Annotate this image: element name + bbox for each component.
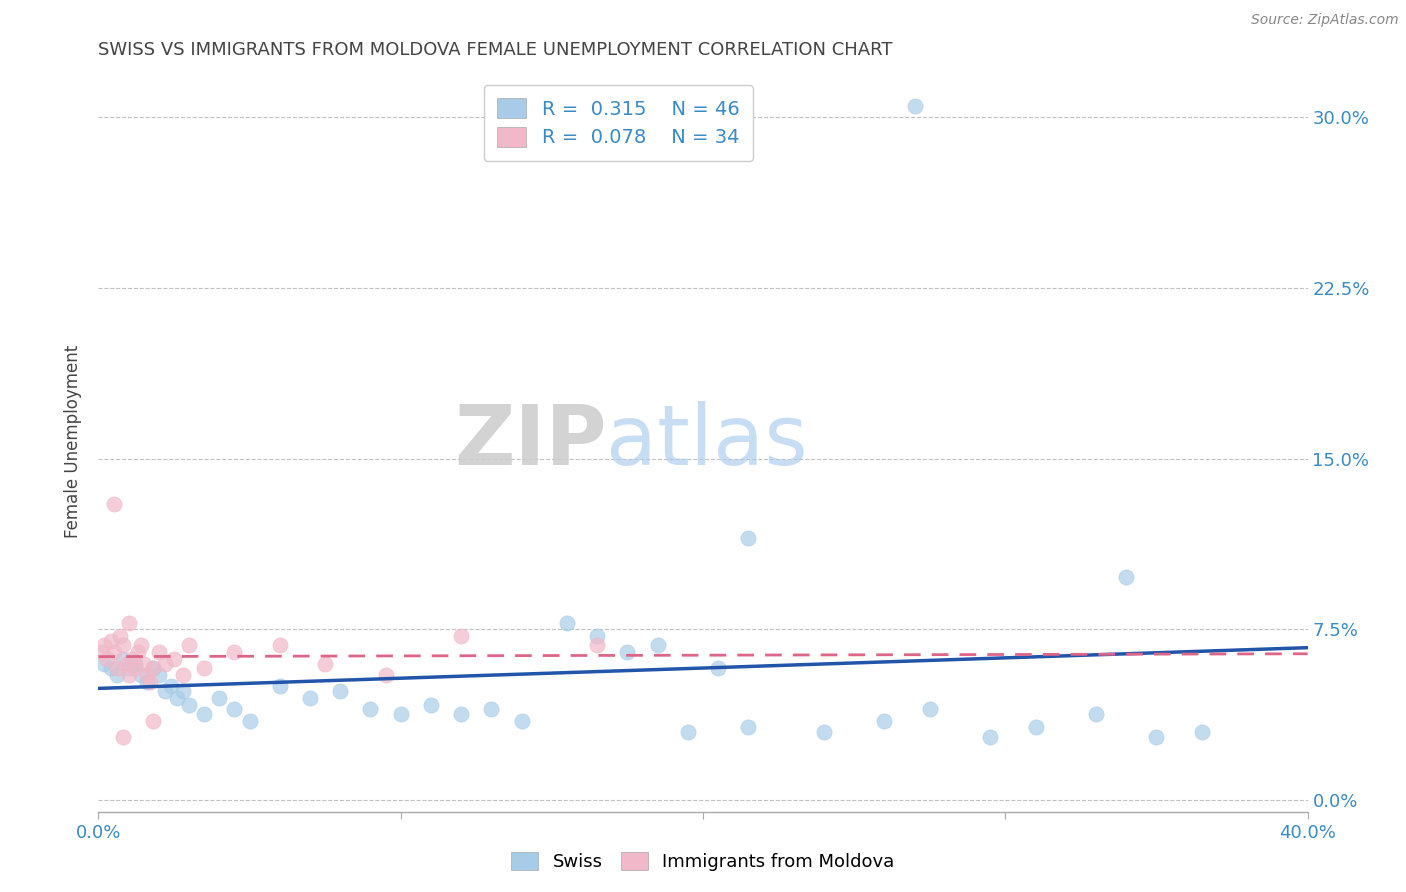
Point	[105, 661, 128, 675]
Legend: R =  0.315    N = 46, R =  0.078    N = 34: R = 0.315 N = 46, R = 0.078 N = 34	[484, 85, 754, 161]
Point	[90, 645, 112, 659]
Point	[299, 690, 322, 705]
Point	[616, 645, 638, 659]
Point	[172, 668, 194, 682]
Point	[269, 680, 291, 694]
Point	[676, 725, 699, 739]
Point	[269, 639, 291, 653]
Point	[118, 668, 141, 682]
Point	[481, 702, 503, 716]
Point	[100, 633, 122, 648]
Point	[163, 652, 186, 666]
Point	[450, 706, 472, 721]
Point	[111, 652, 134, 666]
Point	[813, 725, 835, 739]
Point	[103, 645, 125, 659]
Point	[108, 629, 131, 643]
Y-axis label: Female Unemployment: Female Unemployment	[65, 345, 83, 538]
Text: atlas: atlas	[606, 401, 808, 482]
Point	[153, 684, 176, 698]
Point	[111, 730, 134, 744]
Point	[707, 661, 730, 675]
Point	[166, 690, 188, 705]
Point	[127, 645, 149, 659]
Point	[93, 657, 115, 671]
Point	[224, 645, 246, 659]
Point	[510, 714, 533, 728]
Point	[129, 639, 152, 653]
Point	[142, 661, 165, 675]
Point	[904, 98, 927, 112]
Point	[979, 730, 1001, 744]
Point	[100, 661, 122, 675]
Point	[139, 674, 162, 689]
Point	[555, 615, 578, 630]
Point	[148, 645, 170, 659]
Point	[420, 698, 443, 712]
Point	[1191, 725, 1213, 739]
Point	[224, 702, 246, 716]
Point	[374, 668, 396, 682]
Point	[129, 668, 152, 682]
Point	[193, 706, 215, 721]
Point	[360, 702, 382, 716]
Point	[389, 706, 412, 721]
Point	[118, 661, 141, 675]
Point	[647, 639, 669, 653]
Point	[179, 698, 201, 712]
Point	[96, 652, 118, 666]
Point	[172, 684, 194, 698]
Point	[586, 629, 609, 643]
Text: Source: ZipAtlas.com: Source: ZipAtlas.com	[1251, 13, 1399, 28]
Text: SWISS VS IMMIGRANTS FROM MOLDOVA FEMALE UNEMPLOYMENT CORRELATION CHART: SWISS VS IMMIGRANTS FROM MOLDOVA FEMALE …	[98, 41, 893, 59]
Point	[114, 657, 136, 671]
Point	[103, 497, 125, 511]
Point	[873, 714, 896, 728]
Point	[132, 657, 155, 671]
Point	[124, 661, 146, 675]
Point	[208, 690, 231, 705]
Point	[142, 661, 165, 675]
Point	[121, 652, 143, 666]
Point	[586, 639, 609, 653]
Legend: Swiss, Immigrants from Moldova: Swiss, Immigrants from Moldova	[505, 845, 901, 879]
Point	[153, 657, 176, 671]
Point	[111, 639, 134, 653]
Point	[314, 657, 336, 671]
Point	[148, 668, 170, 682]
Point	[1085, 706, 1108, 721]
Point	[737, 721, 759, 735]
Text: ZIP: ZIP	[454, 401, 606, 482]
Point	[737, 532, 759, 546]
Point	[179, 639, 201, 653]
Point	[142, 714, 165, 728]
Point	[450, 629, 472, 643]
Point	[93, 639, 115, 653]
Point	[124, 657, 146, 671]
Point	[918, 702, 941, 716]
Point	[1115, 570, 1137, 584]
Point	[118, 615, 141, 630]
Point	[135, 674, 157, 689]
Point	[329, 684, 352, 698]
Point	[105, 668, 128, 682]
Point	[160, 680, 183, 694]
Point	[1024, 721, 1046, 735]
Point	[1144, 730, 1167, 744]
Point	[135, 668, 157, 682]
Point	[239, 714, 262, 728]
Point	[193, 661, 215, 675]
